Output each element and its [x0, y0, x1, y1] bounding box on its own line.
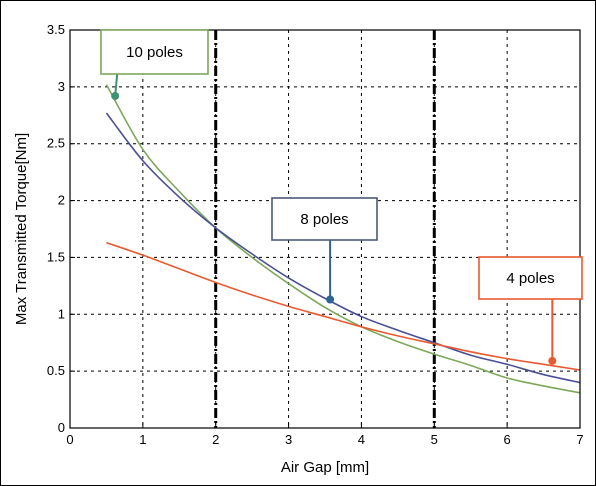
x-tick-label: 3 [285, 432, 292, 447]
y-tick-label: 2.5 [47, 136, 65, 151]
x-tick-label: 0 [66, 432, 73, 447]
series-line-8-poles [105, 112, 581, 384]
annotation-dot [548, 356, 557, 365]
y-tick-label: 0.5 [47, 363, 65, 378]
y-axis-label: Max Transmitted Torque[Nm] [13, 133, 30, 325]
x-tick-label: 4 [358, 432, 365, 447]
plot-area-border [69, 29, 581, 429]
annotation-dot [111, 91, 120, 100]
annotation-box [100, 29, 209, 75]
annotation-10-poles: 10 poles [100, 29, 209, 100]
y-tick-label: 3.5 [47, 22, 65, 37]
x-axis-label: Air Gap [mm] [281, 459, 369, 476]
tick-labels: 0 1 2 3 4 5 6 7 0 0.5 1 1.5 2 2.5 3 3.5 [47, 22, 584, 447]
series-line-4-poles [106, 241, 581, 371]
x-tick-label: 2 [212, 432, 219, 447]
annotation-dot [326, 295, 335, 304]
annotation-8-poles: 8 poles [271, 197, 378, 304]
series-annotations: 10 poles 8 poles 4 poles [100, 29, 583, 365]
annotation-box [271, 197, 378, 241]
x-tick-label: 5 [431, 432, 438, 447]
annotation-box [478, 256, 583, 300]
annotation-4-poles: 4 poles [478, 256, 583, 365]
y-tick-label: 1 [58, 306, 65, 321]
x-tick-label: 6 [504, 432, 511, 447]
series-lines [105, 84, 581, 394]
annotation-label: 8 poles [300, 211, 348, 228]
annotation-label: 10 poles [126, 44, 183, 61]
annotation-label: 4 poles [506, 270, 554, 287]
series-line-10-poles [105, 84, 581, 394]
x-tick-label: 1 [139, 432, 146, 447]
y-tick-label: 3 [58, 79, 65, 94]
x-tick-label: 7 [576, 432, 583, 447]
vertical-markers [214, 30, 436, 428]
y-tick-label: 1.5 [47, 249, 65, 264]
y-tick-label: 2 [58, 193, 65, 208]
y-tick-label: 0 [58, 420, 65, 435]
